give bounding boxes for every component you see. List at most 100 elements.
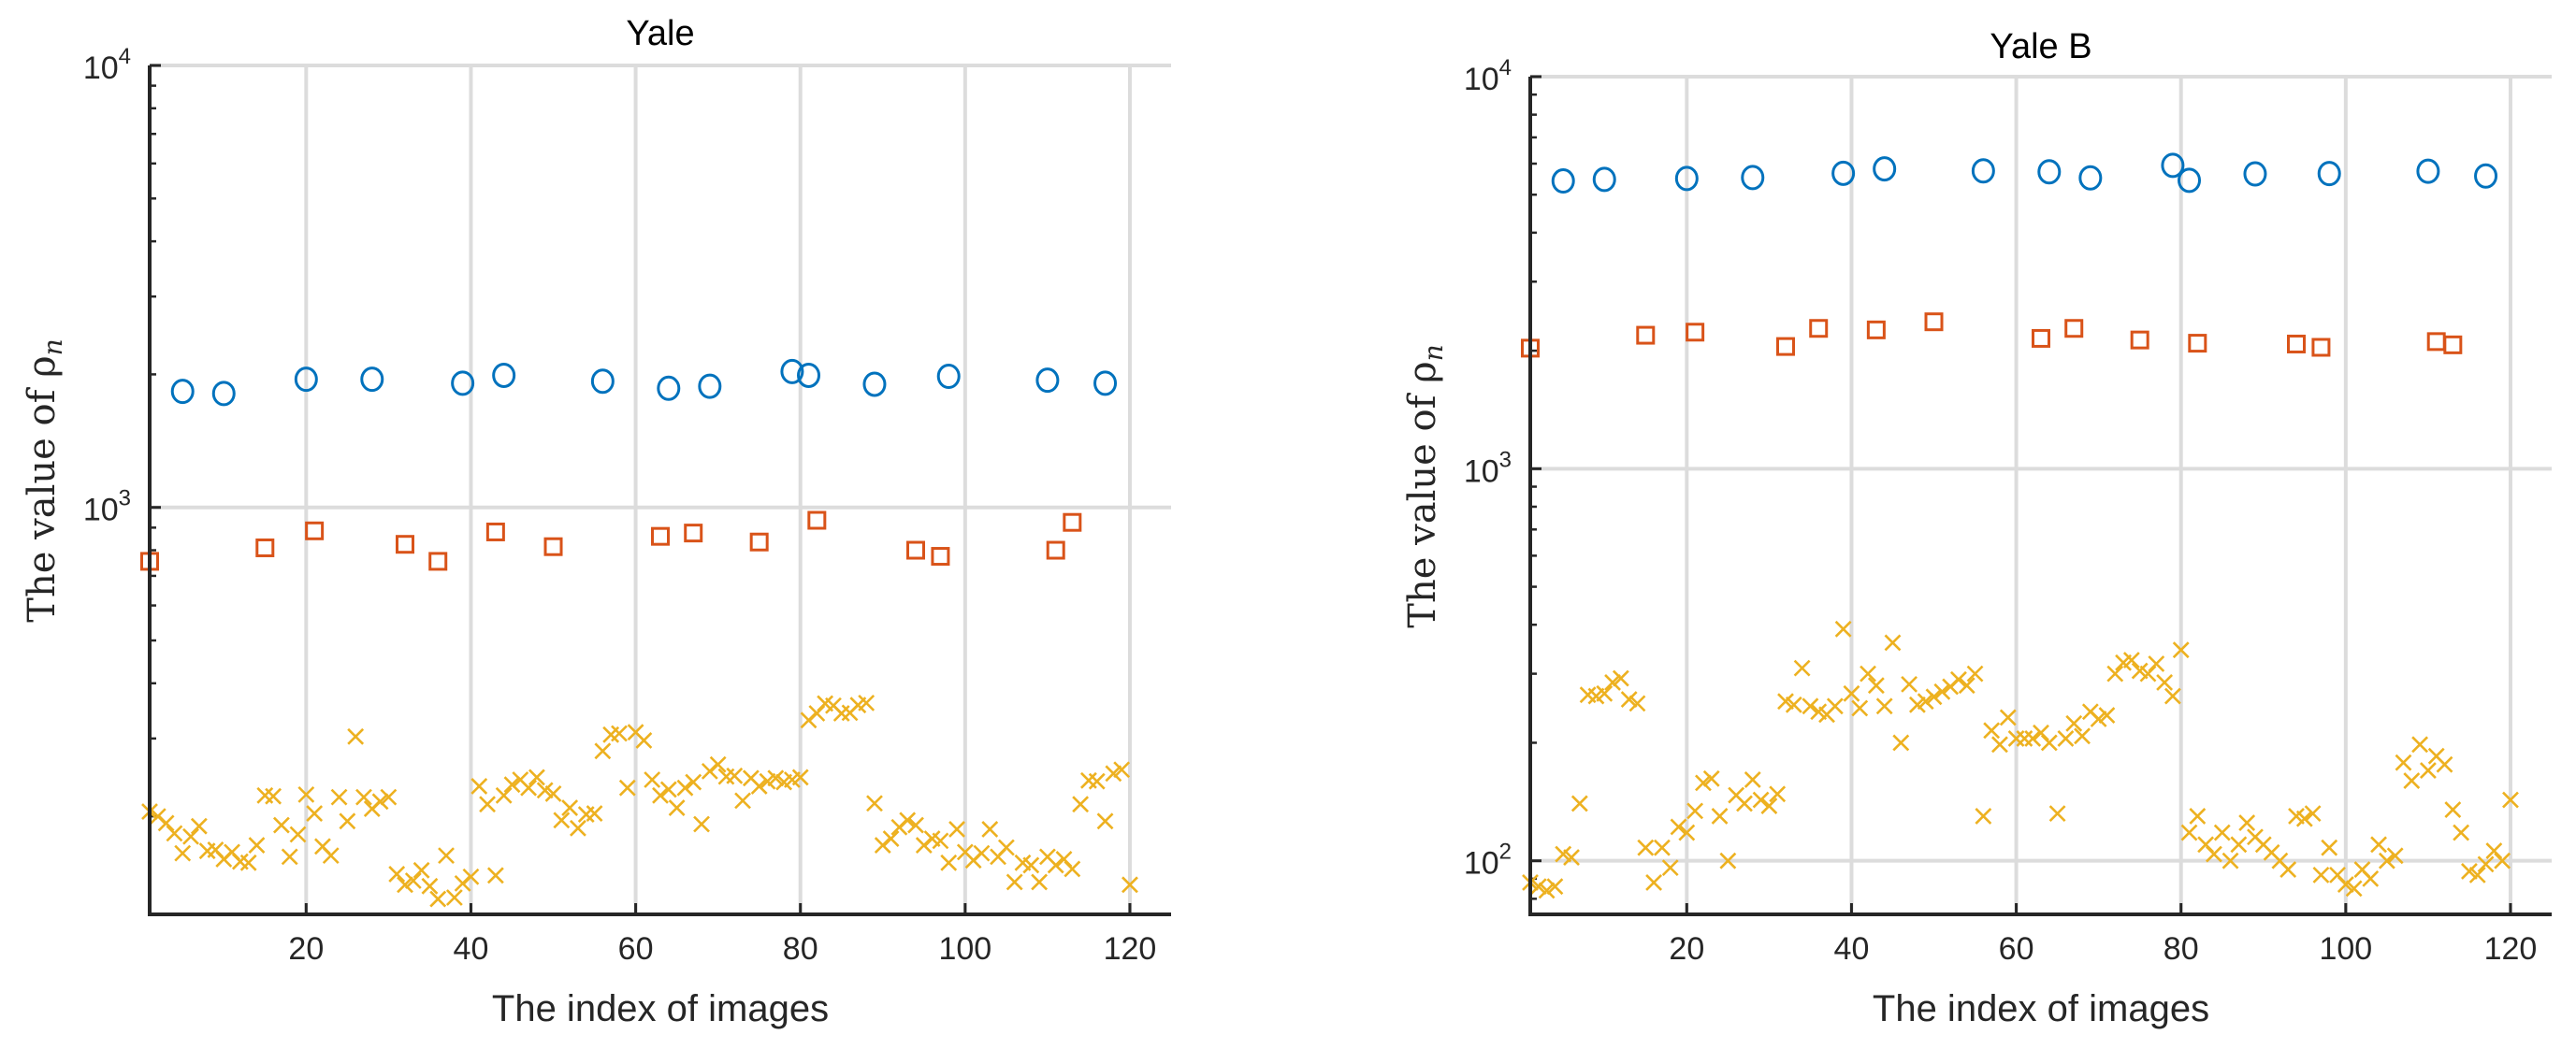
cross-marker — [1875, 697, 1893, 715]
square-marker — [396, 535, 414, 554]
circle-marker — [936, 363, 961, 389]
cross-marker — [2312, 866, 2330, 884]
cross-marker — [570, 819, 586, 837]
square-marker — [543, 537, 563, 556]
square-marker — [428, 552, 448, 571]
cross-marker — [2362, 869, 2380, 887]
cross-marker — [2436, 755, 2453, 773]
cross-marker — [297, 785, 315, 803]
cross-marker — [1843, 684, 1860, 702]
y-tick-label: 103 — [1464, 447, 1512, 489]
cross-marker — [265, 787, 282, 805]
cross-marker — [1983, 722, 2001, 740]
cross-marker — [1546, 878, 1564, 896]
cross-marker — [2206, 845, 2222, 863]
cross-marker — [397, 876, 413, 894]
data-marks — [1521, 152, 2519, 899]
data-marks — [140, 358, 1138, 908]
cross-marker — [2065, 714, 2083, 732]
cross-marker — [1006, 873, 1023, 891]
cross-marker — [1563, 849, 1580, 866]
cross-marker — [2395, 754, 2412, 771]
chart-title: Yale — [626, 14, 694, 53]
axis-lines — [148, 65, 1171, 916]
cross-marker — [2403, 772, 2421, 790]
x-tick-label: 40 — [454, 931, 489, 967]
cross-marker — [1047, 856, 1064, 874]
cross-marker — [1695, 774, 1712, 792]
square-marker — [906, 540, 925, 560]
cross-marker — [997, 839, 1015, 856]
cross-marker — [1760, 798, 1778, 814]
cross-marker — [2221, 852, 2239, 869]
cross-marker — [1867, 677, 1885, 695]
cross-marker — [2040, 734, 2058, 752]
cross-marker — [1620, 691, 1638, 708]
cross-marker — [1661, 859, 1679, 877]
cross-marker — [1088, 772, 1106, 790]
square-marker — [684, 524, 703, 543]
cross-marker — [1917, 693, 1934, 711]
square-marker — [1924, 312, 1944, 332]
cross-marker — [611, 725, 628, 742]
cross-marker — [1966, 665, 1984, 683]
square-marker — [651, 526, 670, 546]
cross-marker — [2453, 824, 2470, 841]
cross-marker — [635, 732, 653, 749]
cross-marker — [981, 821, 999, 838]
cross-marker — [190, 817, 208, 835]
cross-marker — [371, 793, 389, 811]
cross-marker — [388, 866, 406, 883]
x-tick-label: 20 — [1669, 931, 1704, 967]
cross-marker — [1604, 674, 1621, 691]
circle-marker — [1093, 370, 1118, 396]
x-tick-label: 120 — [2484, 931, 2538, 967]
cross-marker — [1072, 796, 1090, 813]
cross-marker — [2419, 762, 2437, 779]
cross-marker — [544, 785, 562, 802]
circle-marker — [780, 358, 804, 384]
cross-marker — [2386, 847, 2404, 865]
cross-marker — [940, 854, 958, 871]
cross-marker — [2122, 652, 2140, 668]
panel-yale-b: 20 40 60 80 100 120 102 103 104 Yale B The inde… — [1401, 27, 2552, 1029]
square-marker — [2426, 332, 2446, 352]
cross-marker — [2148, 655, 2165, 672]
cross-marker — [520, 779, 538, 797]
cross-marker — [932, 832, 949, 850]
y-axis-label-subscript: n — [37, 338, 68, 355]
cross-marker — [2156, 674, 2174, 691]
circle-marker — [797, 362, 821, 388]
axis-lines — [1528, 77, 2552, 916]
circle-marker — [1741, 165, 1765, 191]
cross-marker — [2370, 836, 2387, 854]
cross-marker — [174, 844, 192, 862]
x-tick-labels: 20 40 60 80 100 120 — [288, 931, 1156, 967]
cross-marker — [339, 812, 356, 830]
cross-marker — [2238, 814, 2256, 831]
cross-marker — [1752, 791, 1770, 809]
cross-marker — [412, 861, 430, 879]
cross-marker — [528, 769, 545, 786]
cross-marker — [2057, 730, 2075, 747]
cross-marker — [618, 779, 636, 797]
cross-marker — [1834, 620, 1852, 638]
cross-marker — [486, 867, 504, 884]
cross-marker — [1113, 761, 1131, 779]
cross-marker — [1719, 852, 1737, 869]
circle-marker — [2037, 159, 2062, 185]
cross-marker — [2106, 665, 2124, 683]
grid-lines — [1530, 75, 2552, 914]
cross-marker — [421, 877, 439, 895]
tick-marks — [150, 64, 1132, 914]
cross-marker — [2345, 880, 2363, 898]
cross-marker — [479, 796, 496, 813]
cross-marker — [445, 889, 463, 906]
cross-marker — [767, 769, 785, 787]
circle-marker — [1674, 165, 1699, 192]
cross-marker — [2411, 736, 2429, 754]
cross-marker — [166, 825, 183, 842]
circle-marker — [360, 366, 384, 393]
cross-marker — [347, 727, 365, 745]
